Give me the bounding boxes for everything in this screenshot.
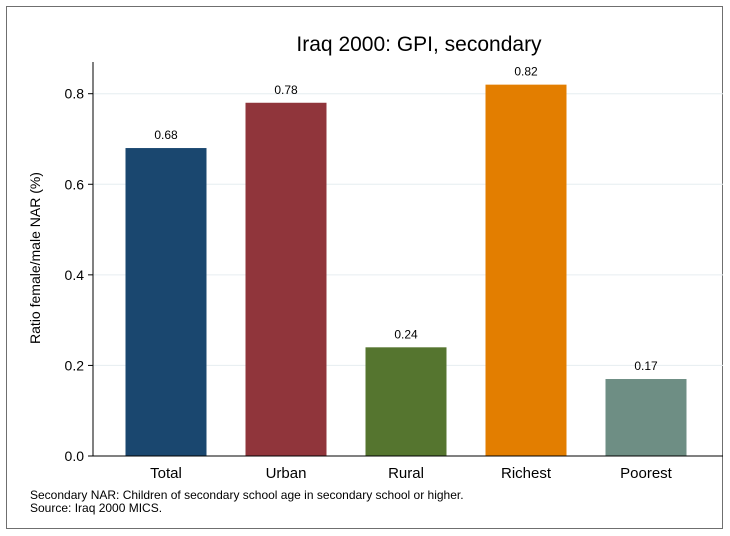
axes: 0.0 0.2 0.4 0.6 0.8 Total Urban Rural Richest Poo… — [65, 62, 723, 482]
bar-urban — [245, 102, 327, 457]
y-tick-label: 0.2 — [65, 357, 85, 373]
bar-value-label: 0.24 — [394, 327, 418, 341]
x-tick-label: Urban — [266, 465, 307, 482]
bars: 0.68 0.78 0.24 0.82 0.17 — [125, 65, 687, 457]
chart-title: Iraq 2000: GPI, secondary — [296, 33, 542, 56]
bar-rural — [365, 347, 447, 456]
bar-total — [125, 148, 207, 457]
bar-value-label: 0.17 — [634, 359, 658, 373]
x-tick-label: Rural — [388, 465, 424, 482]
y-tick-label: 0.4 — [65, 267, 85, 283]
bar-value-label: 0.78 — [274, 83, 298, 97]
x-tick-label: Richest — [501, 465, 552, 482]
x-tick-label: Poorest — [620, 465, 673, 482]
bar-richest — [485, 84, 567, 456]
bar-value-label: 0.82 — [514, 65, 538, 79]
y-tick-label: 0.8 — [65, 86, 85, 102]
x-tick-label: Total — [150, 465, 182, 482]
y-tick-label: 0.0 — [65, 448, 85, 464]
y-axis-label: Ratio female/male NAR (%) — [27, 172, 43, 344]
bar-poorest — [605, 379, 687, 456]
y-tick-label: 0.6 — [65, 176, 85, 192]
footnote-source: Source: Iraq 2000 MICS. — [30, 501, 163, 515]
bar-value-label: 0.68 — [154, 128, 178, 142]
footnote-definition: Secondary NAR: Children of secondary sch… — [30, 488, 464, 502]
